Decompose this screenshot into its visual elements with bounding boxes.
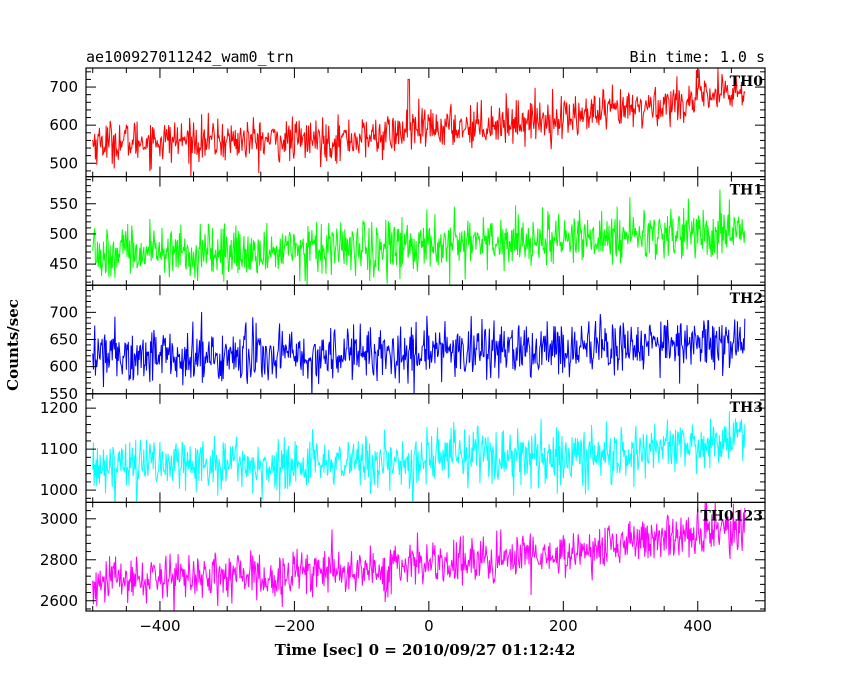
y-tick-label: 650 [49, 331, 78, 349]
y-tick-label: 600 [49, 358, 78, 376]
panel-frame [85, 501, 766, 612]
panel-label-th0: TH0 [730, 74, 764, 90]
panel-frame [85, 176, 766, 286]
x-tick-label: −200 [274, 617, 315, 635]
y-tick-label: 500 [49, 225, 78, 243]
series-line-th2 [92, 311, 746, 394]
chart-title: ae100927011242_wam0_trn [86, 48, 294, 66]
y-tick-label: 700 [49, 303, 78, 321]
y-tick-label: 600 [49, 116, 78, 134]
panel-label-th3: TH3 [730, 400, 763, 416]
panel-label-th0123: TH0123 [700, 508, 763, 524]
x-tick-label: −400 [139, 617, 180, 635]
bin-time-label: Bin time: 1.0 s [630, 48, 765, 66]
series-line-th0 [92, 68, 746, 177]
y-tick-label: 700 [49, 78, 78, 96]
y-tick-label: 450 [49, 255, 78, 273]
series-line-th1 [92, 189, 746, 286]
y-tick-label: 500 [49, 154, 78, 172]
panel-label-th1: TH1 [730, 183, 763, 199]
y-tick-label: 550 [49, 195, 78, 213]
y-tick-label: 2600 [40, 592, 78, 610]
x-axis-label: Time [sec] 0 = 2010/09/27 01:12:42 [275, 641, 576, 659]
y-tick-label: 1200 [40, 399, 78, 417]
panels-group: 500 600 700 TH0 450 500 550 TH1 550 600 650 700 TH2 1… [40, 67, 766, 635]
panel-label-th2: TH2 [730, 291, 763, 307]
x-tick-label: 200 [549, 617, 578, 635]
y-tick-label: 1000 [40, 481, 78, 499]
y-axis-label: Counts/sec [4, 299, 22, 391]
y-tick-label: 550 [49, 385, 78, 403]
series-line-th0123 [92, 502, 746, 611]
y-tick-label: 2800 [40, 551, 78, 569]
x-tick-label: 400 [683, 617, 712, 635]
series-line-th3 [92, 411, 746, 503]
x-tick-label: 0 [424, 617, 434, 635]
y-tick-label: 3000 [40, 510, 78, 528]
y-tick-label: 1100 [40, 440, 78, 458]
